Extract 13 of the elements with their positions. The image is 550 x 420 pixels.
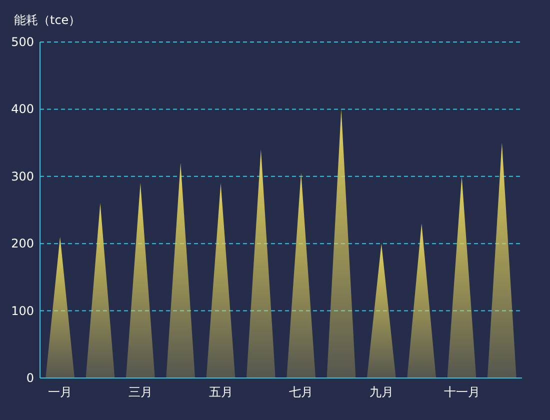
x-tick-label: 九月: [369, 385, 394, 399]
x-tick-label: 十一月: [444, 385, 480, 399]
y-axis-title: 能耗（tce）: [14, 13, 81, 27]
x-tick-label: 三月: [128, 385, 152, 399]
y-tick-label: 200: [11, 236, 34, 251]
y-tick-label: 0: [26, 371, 34, 385]
y-tick-label: 400: [11, 102, 34, 116]
y-tick-label: 100: [11, 304, 34, 318]
y-tick-label: 300: [11, 169, 34, 184]
y-tick-label: 500: [11, 35, 34, 49]
x-tick-label: 七月: [289, 385, 314, 399]
x-tick-label: 一月: [48, 385, 72, 399]
x-tick-label: 五月: [208, 385, 233, 399]
